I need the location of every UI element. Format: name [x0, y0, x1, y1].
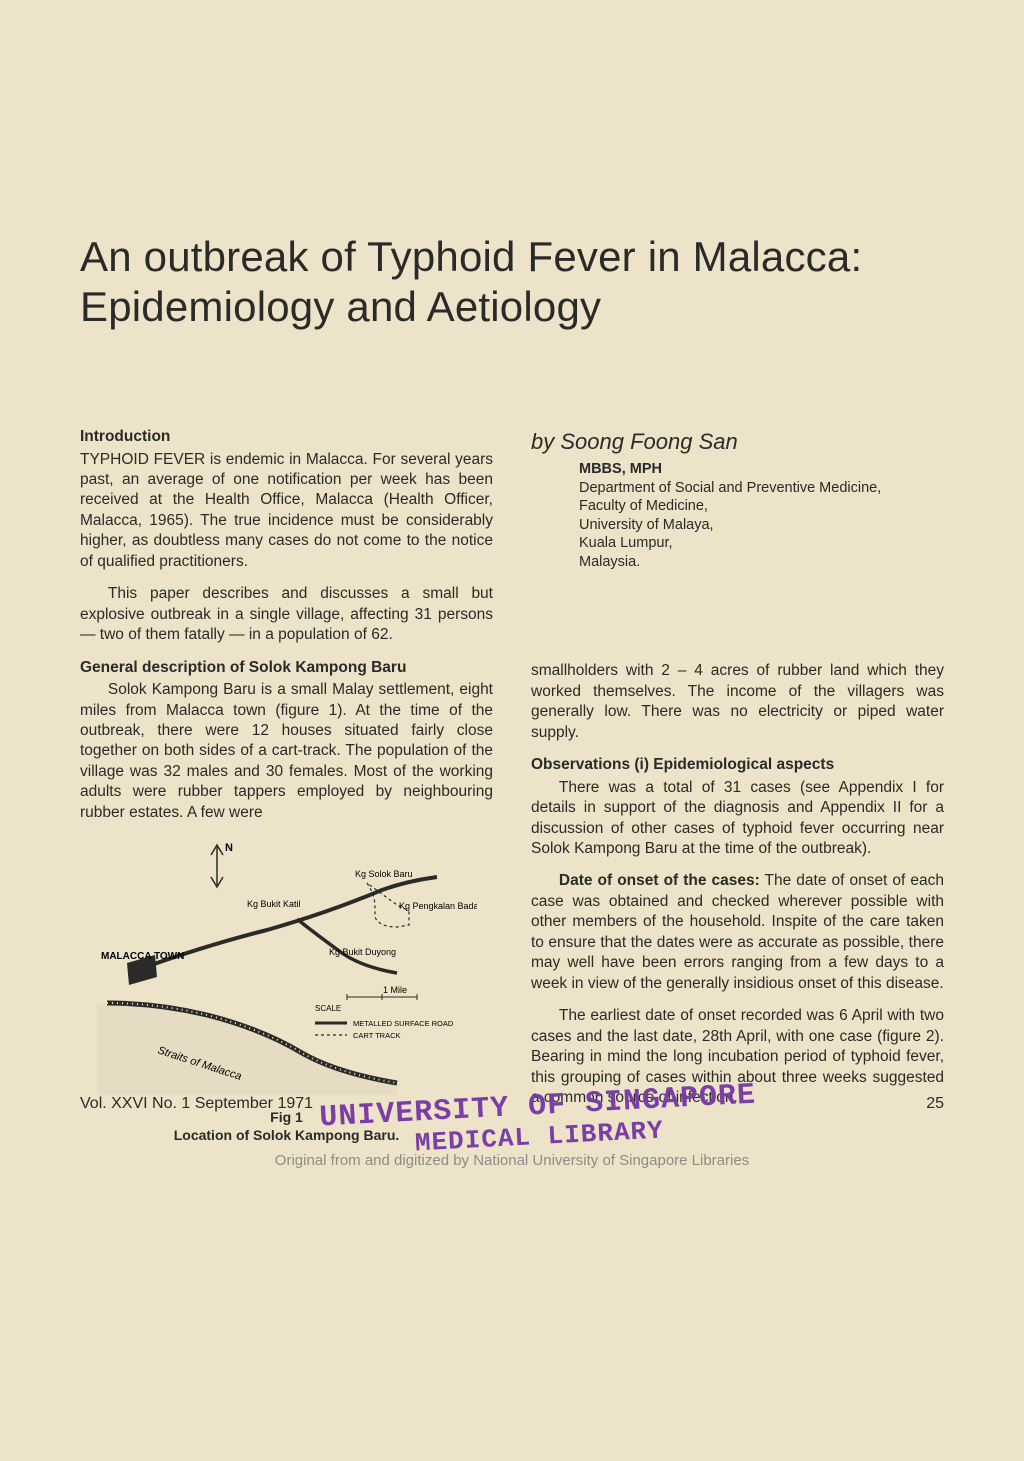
- date-onset-runhead: Date of onset of the cases:: [559, 872, 760, 889]
- sea-fill: [97, 1003, 397, 1095]
- volume-issue: Vol. XXVI No. 1 September 1971: [80, 1095, 313, 1113]
- north-label: N: [225, 842, 233, 854]
- map-svg: N MALACCA TOWN Straits of: [97, 835, 477, 1095]
- north-arrow-icon: N: [211, 842, 233, 887]
- observations-paragraph-1: There was a total of 31 cases (see Appen…: [531, 778, 944, 860]
- affiliation-line-1: Department of Social and Preventive Medi…: [579, 479, 944, 498]
- left-column: Introduction TYPHOID FEVER is endemic in…: [80, 427, 493, 1145]
- mile-label: 1 Mile: [382, 985, 406, 995]
- kg-bukit-katil-label: Kg Bukit Katil: [247, 899, 301, 909]
- kg-solok-baru-label: Kg Solok Baru: [355, 869, 413, 879]
- affiliation-line-5: Malaysia.: [579, 553, 944, 572]
- continuation-paragraph: smallholders with 2 – 4 acres of rubber …: [531, 661, 944, 743]
- right-column: by Soong Foong San MBBS, MPH Department …: [531, 427, 944, 1145]
- affiliation-line-3: University of Malaya,: [579, 516, 944, 535]
- scale-label: SCALE: [315, 1004, 341, 1013]
- intro-heading: Introduction: [80, 427, 493, 447]
- legend-cart: CART TRACK: [353, 1031, 401, 1040]
- affiliation-line-2: Faculty of Medicine,: [579, 497, 944, 516]
- intro-paragraph-2: This paper describes and discusses a sma…: [80, 584, 493, 645]
- author-byline: by Soong Foong San: [531, 427, 944, 456]
- kg-pengkalan-badak-label: Kg Pengkalan Badak: [399, 901, 477, 911]
- article-title: An outbreak of Typhoid Fever in Malacca:…: [80, 232, 944, 331]
- affiliation-line-4: Kuala Lumpur,: [579, 534, 944, 553]
- general-desc-heading: General description of Solok Kampong Bar…: [80, 658, 493, 678]
- page-number: 25: [926, 1095, 944, 1113]
- intro-paragraph-1: TYPHOID FEVER is endemic in Malacca. For…: [80, 450, 493, 573]
- digitization-notice: Original from and digitized by National …: [0, 1152, 1024, 1169]
- town-label: MALACCA TOWN: [101, 951, 184, 962]
- legend-metalled: METALLED SURFACE ROAD: [353, 1019, 454, 1028]
- branch-road: [297, 919, 397, 973]
- two-column-body: Introduction TYPHOID FEVER is endemic in…: [80, 427, 944, 1145]
- date-onset-paragraph-1: Date of onset of the cases: The date of …: [531, 871, 944, 994]
- author-degree: MBBS, MPH: [579, 460, 944, 479]
- date-onset-text-1: The date of onset of each case was obtai…: [531, 872, 944, 991]
- author-credentials: MBBS, MPH Department of Social and Preve…: [579, 460, 944, 571]
- observations-heading: Observations (i) Epidemiological aspects: [531, 755, 944, 775]
- page: An outbreak of Typhoid Fever in Malacca:…: [0, 0, 1024, 1185]
- kg-bukit-duyong-label: Kg Bukit Duyong: [329, 947, 396, 957]
- map-legend: 1 Mile SCALE METALLED SURFACE ROAD CART …: [315, 985, 454, 1040]
- general-desc-paragraph: Solok Kampong Baru is a small Malay sett…: [80, 680, 493, 823]
